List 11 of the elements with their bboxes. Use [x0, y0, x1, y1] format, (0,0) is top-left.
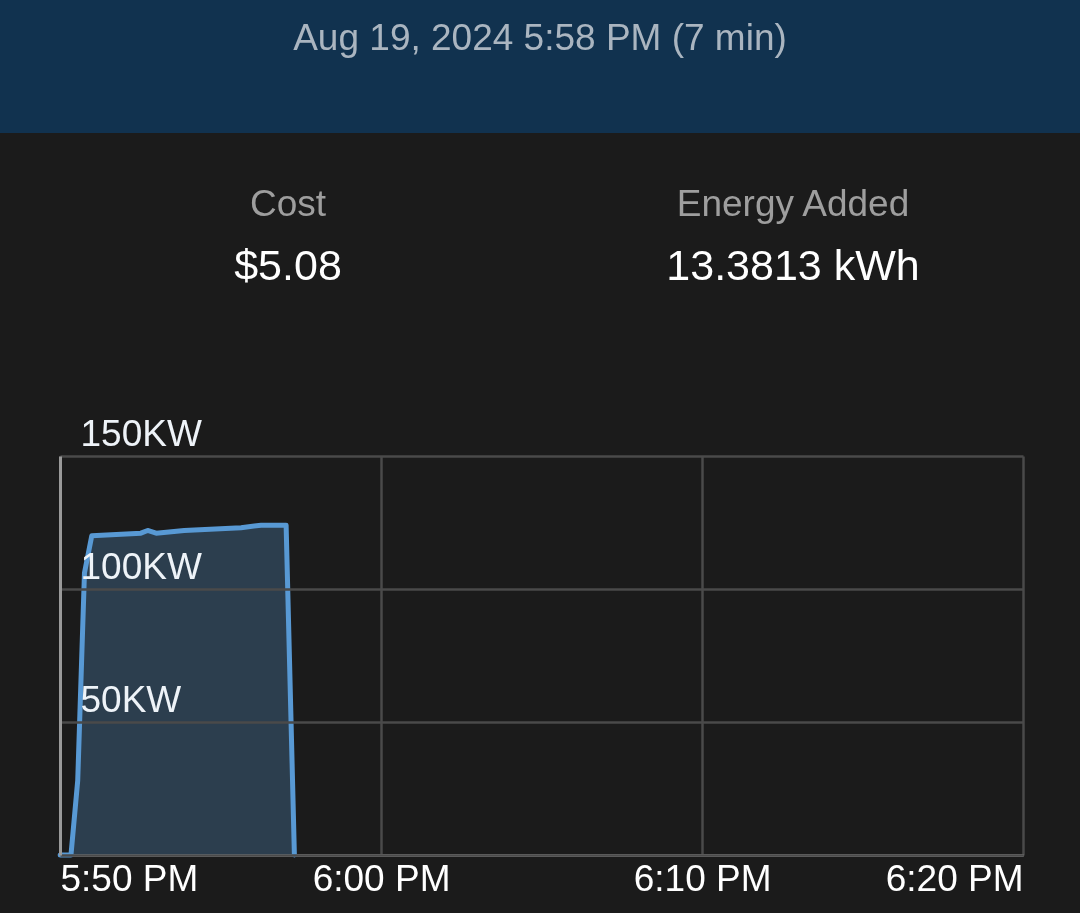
x-tick-label: 6:10 PM [633, 857, 772, 899]
chart-title: Aug 19, 2024 5:58 PM (7 min) [292, 16, 788, 60]
text: 13.3813 kWh [665, 240, 921, 290]
text: Cost [248, 182, 328, 226]
text: Energy Added [675, 182, 911, 226]
y-tick-label: 150KW [80, 412, 202, 454]
x-tick-label: 5:50 PM [60, 857, 199, 899]
y-tick-label: 50KW [80, 678, 182, 720]
text: $5.08 [233, 240, 343, 290]
x-tick-label: 6:20 PM [885, 857, 1024, 899]
x-tick-label: 6:00 PM [312, 857, 451, 899]
